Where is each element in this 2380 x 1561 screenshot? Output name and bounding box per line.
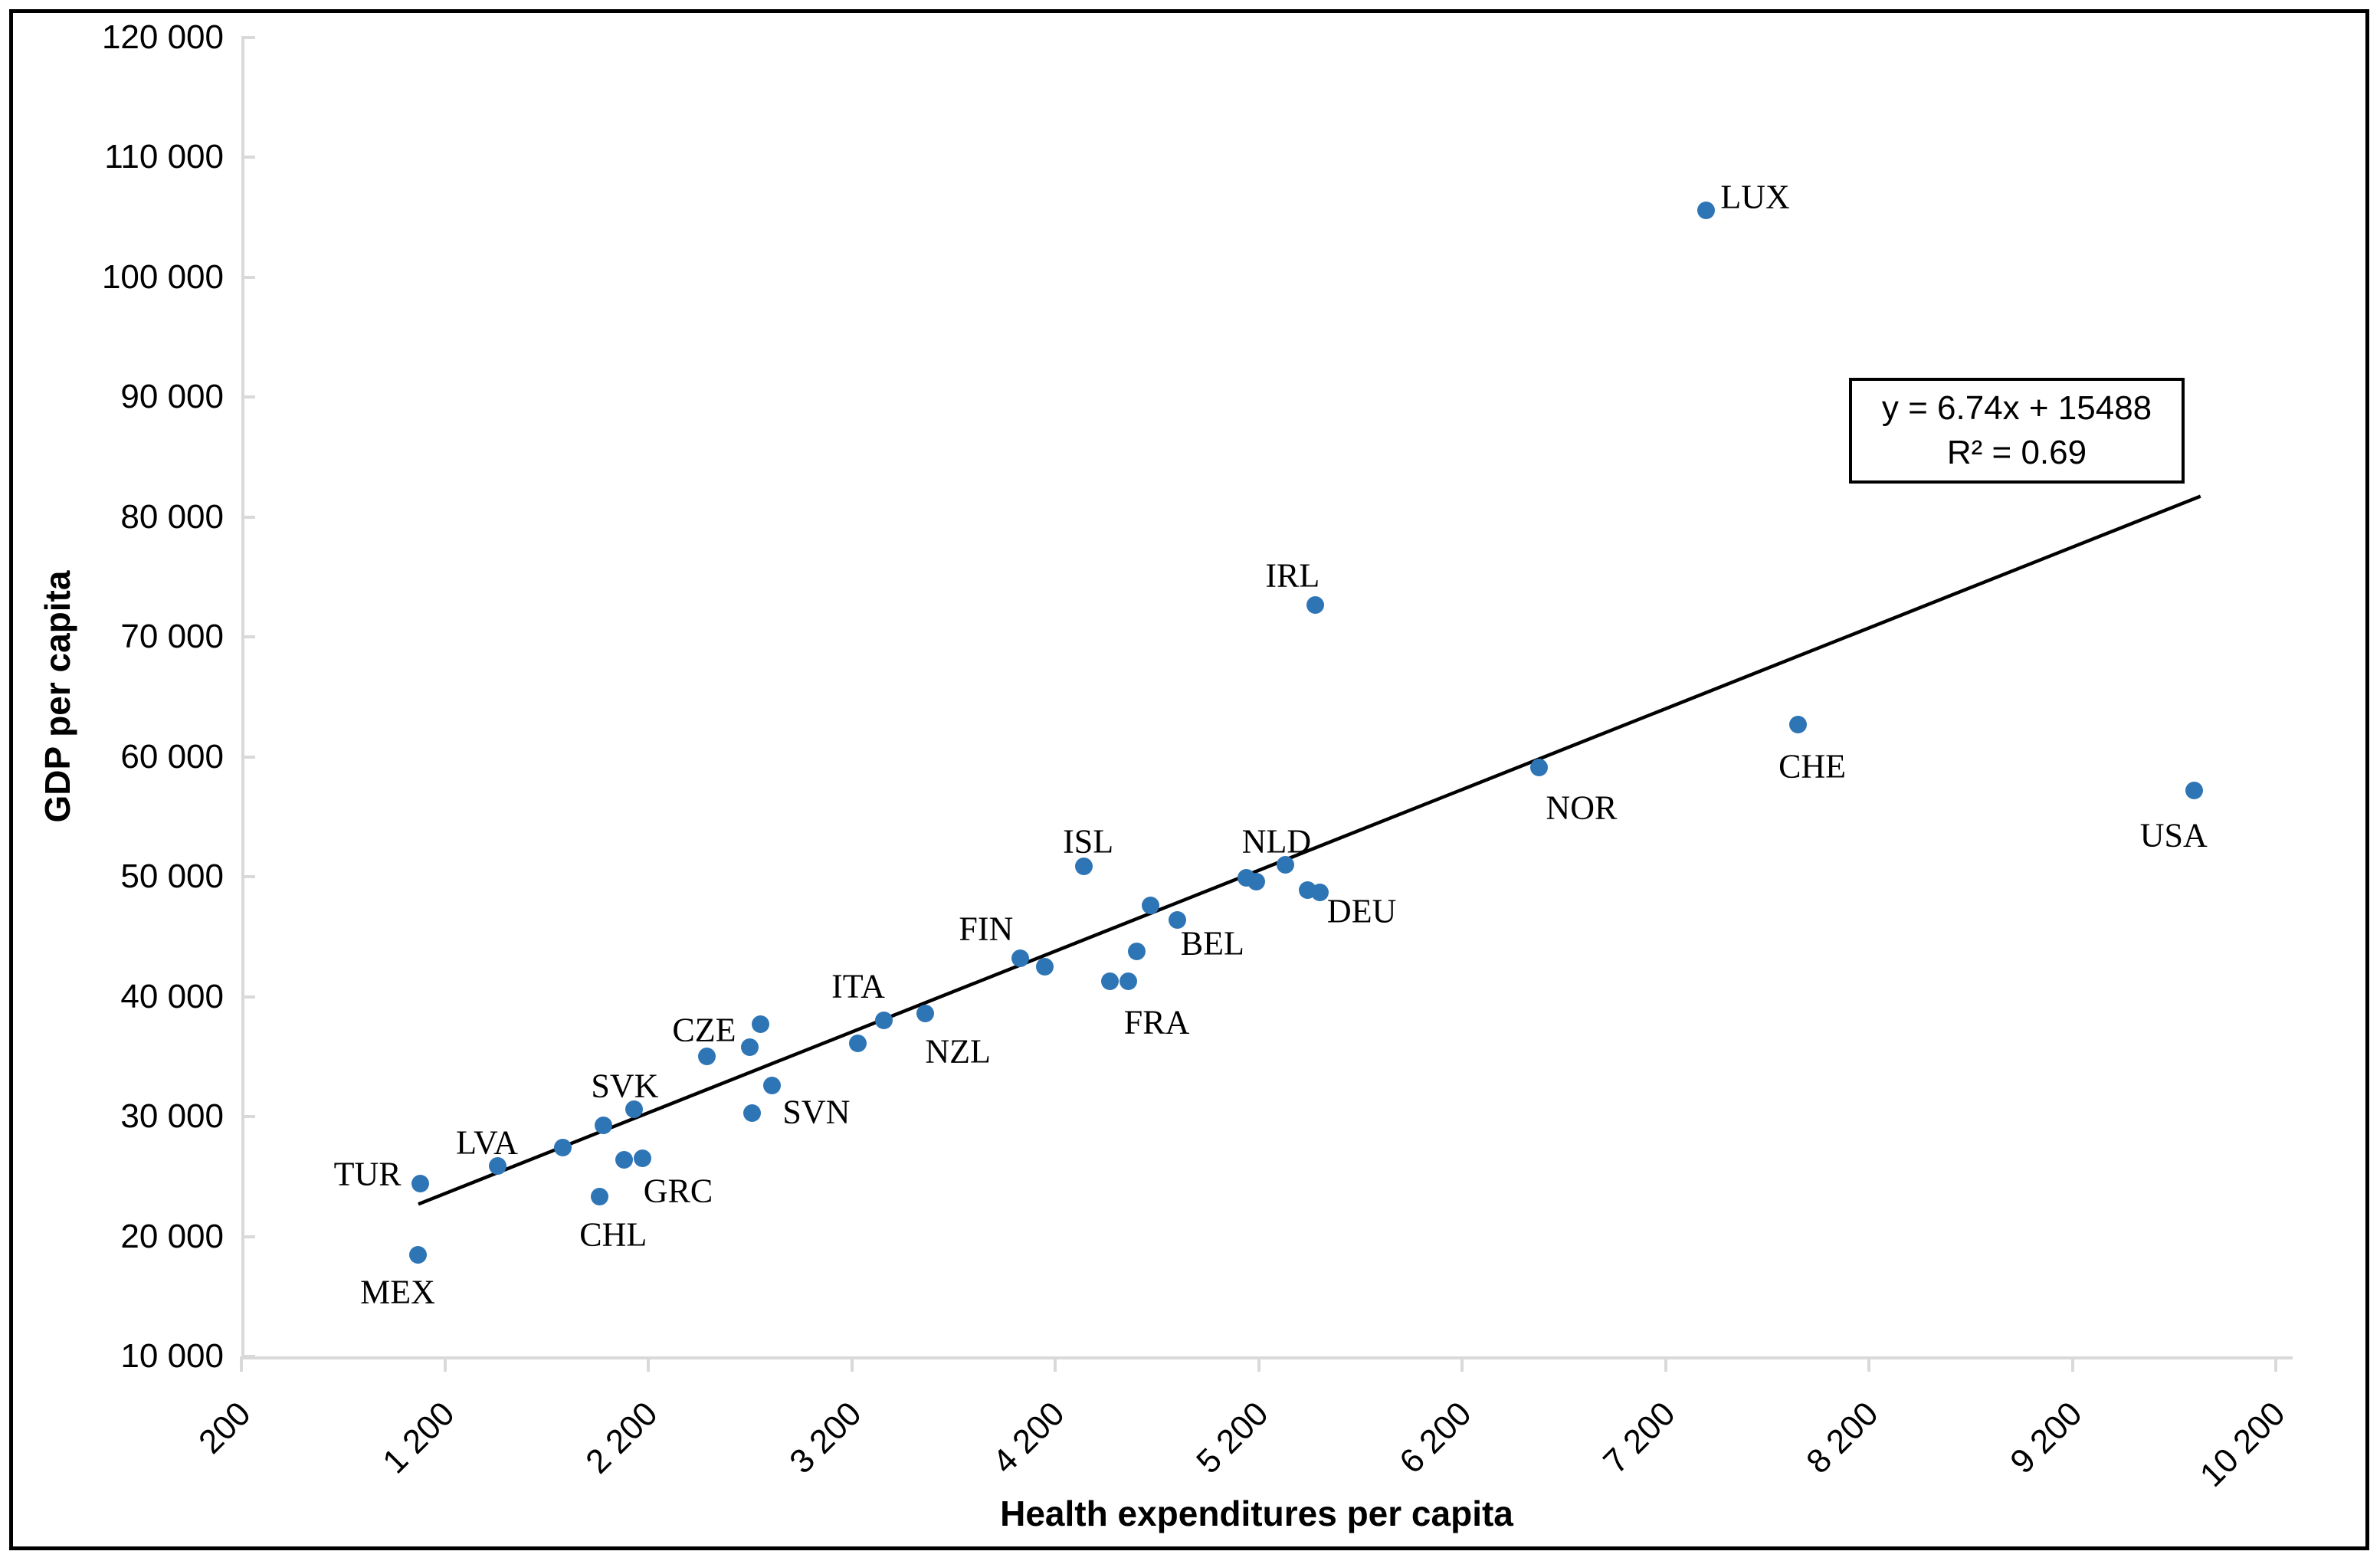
x-tick-mark [850,1356,854,1372]
point-nld [1276,856,1294,874]
x-tick-mark [1460,1356,1464,1372]
point [1247,872,1266,890]
trendline-equation: y = 6.74x + 15488 [1881,389,2152,427]
point [1142,897,1160,915]
x-axis-line [240,1356,2293,1359]
point-grc [633,1149,651,1168]
country-label-bel: BEL [1180,924,1244,962]
y-tick-mark [241,275,255,279]
y-tick-mark [241,1235,255,1238]
country-label-mex: MEX [360,1273,435,1311]
trendline-equation-box: y = 6.74x + 15488 R² = 0.69 [1849,378,2185,484]
country-label-chl: CHL [579,1215,647,1254]
x-tick-mark [2070,1356,2074,1372]
point-cze [698,1048,716,1066]
point-usa [2185,782,2204,800]
point [751,1015,769,1034]
point-fin [1011,949,1030,968]
point [595,1116,613,1134]
x-tick-mark [647,1356,650,1372]
x-tick-mark [2274,1356,2277,1372]
country-label-irl: IRL [1265,556,1320,595]
y-tick-label: 120 000 [101,18,224,56]
point-isl [1074,857,1093,875]
point-che [1788,715,1807,733]
y-tick-label: 30 000 [120,1097,224,1136]
point-lux [1697,201,1716,219]
x-tick-mark [1257,1356,1260,1372]
point-svk [625,1100,643,1119]
x-tick-mark [443,1356,447,1372]
y-tick-mark [241,1115,255,1119]
country-label-deu: DEU [1326,892,1397,930]
point [763,1076,782,1094]
x-tick-mark [1054,1356,1057,1372]
point [1101,972,1120,990]
y-tick-label: 40 000 [120,977,224,1015]
point [615,1150,633,1169]
country-label-nld: NLD [1241,822,1312,861]
country-label-che: CHE [1778,747,1847,785]
x-tick-mark [1867,1356,1870,1372]
country-label-cze: CZE [672,1011,736,1049]
y-tick-label: 70 000 [120,618,224,656]
country-label-grc: GRC [643,1172,713,1210]
country-label-fin: FIN [959,910,1014,948]
country-label-usa: USA [2139,816,2208,854]
country-label-nzl: NZL [925,1032,991,1071]
x-axis-title: Health expenditures per capita [1000,1494,1513,1533]
point-fra [1120,972,1138,990]
y-tick-mark [241,1355,255,1358]
y-tick-mark [241,995,255,999]
country-label-nor: NOR [1546,789,1618,827]
country-label-isl: ISL [1063,822,1114,861]
y-tick-mark [241,395,255,399]
point [1036,958,1054,976]
y-tick-mark [241,755,255,759]
point-bel [1168,911,1186,929]
y-tick-label: 60 000 [120,737,224,776]
country-label-fra: FRA [1123,1003,1190,1041]
country-label-ita: ITA [831,967,885,1005]
y-tick-mark [241,635,255,639]
country-label-tur: TUR [333,1155,402,1193]
point-mex [409,1245,428,1264]
y-tick-label: 50 000 [120,858,224,896]
point [848,1035,867,1053]
country-label-lux: LUX [1720,178,1790,216]
point [553,1139,572,1157]
trendline [418,494,2201,1206]
point-tur [411,1175,430,1193]
point-lva [489,1156,507,1175]
y-tick-label: 10 000 [120,1337,224,1375]
trendline-r-squared: R² = 0.69 [1946,434,2087,471]
x-tick-mark [1664,1356,1667,1372]
point [741,1038,759,1056]
y-tick-mark [241,515,255,519]
point-chl [590,1188,608,1206]
y-tick-label: 80 000 [120,497,224,536]
point-ita [875,1012,893,1030]
x-tick-mark [240,1356,243,1372]
point-deu [1310,884,1329,902]
figure-border [9,9,2369,1550]
y-tick-label: 110 000 [104,138,224,176]
y-tick-label: 20 000 [120,1217,224,1255]
y-tick-label: 100 000 [101,257,224,296]
y-axis-line [241,38,244,1359]
country-label-svk: SVK [591,1067,659,1105]
point [1127,942,1146,960]
y-tick-mark [241,875,255,879]
y-tick-mark [241,36,255,39]
point-nor [1530,759,1549,777]
country-label-lva: LVA [456,1123,518,1162]
y-tick-label: 90 000 [120,378,224,416]
point-irl [1306,595,1325,614]
y-tick-mark [241,156,255,159]
point-svn [743,1104,761,1122]
point-nzl [916,1005,934,1023]
country-label-svn: SVN [782,1093,851,1131]
